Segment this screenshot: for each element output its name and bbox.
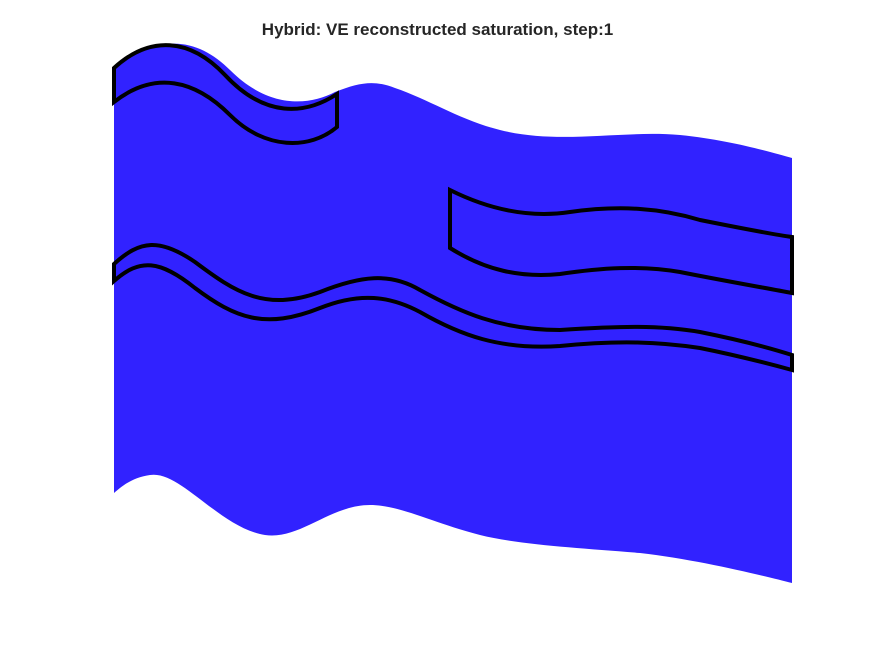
upper-left-layer-outline xyxy=(112,43,339,145)
figure-title: Hybrid: VE reconstructed saturation, ste… xyxy=(261,20,614,39)
right-block-outline xyxy=(448,186,794,296)
thin-middle-layer-outline xyxy=(112,243,794,373)
saturation-domain xyxy=(114,43,792,583)
